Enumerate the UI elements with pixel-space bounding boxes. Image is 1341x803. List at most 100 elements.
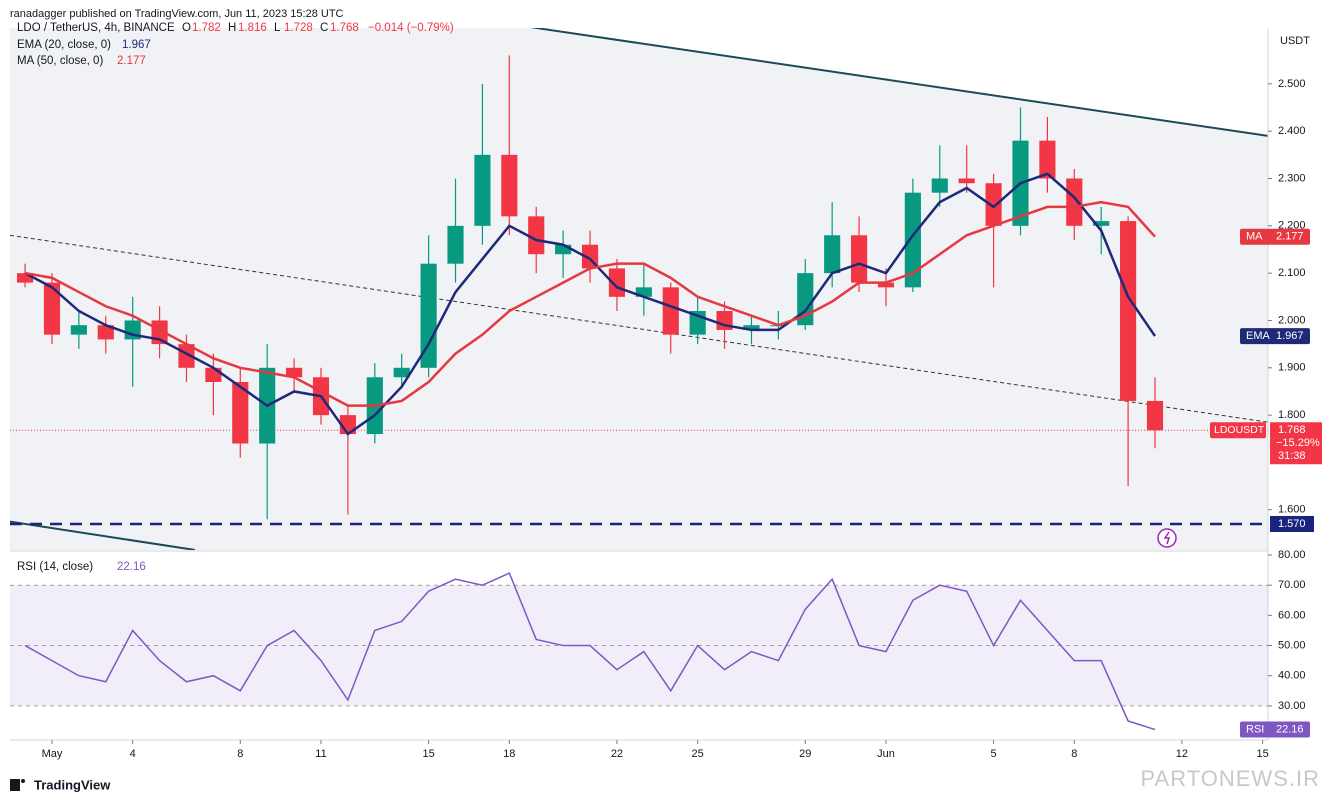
candle-body: [904, 192, 921, 288]
indicator-tag-value: 2.177: [1276, 231, 1304, 243]
rsi-tag-value: 22.16: [1276, 723, 1304, 735]
candle-body: [43, 282, 61, 335]
candle-body: [985, 183, 1002, 226]
brand-logo: [10, 779, 25, 791]
candle-body: [743, 325, 760, 330]
x-tick-label: 8: [237, 748, 243, 760]
y-tick-label: 1.800: [1278, 409, 1306, 421]
last-price-change: −15.29%: [1276, 437, 1320, 449]
candle-body: [501, 154, 518, 217]
x-tick-label: 15: [1256, 748, 1268, 760]
x-tick-label: 15: [422, 748, 434, 760]
y-tick-label: 2.100: [1278, 267, 1306, 279]
x-tick-label: 25: [692, 748, 704, 760]
x-tick-label: Jun: [877, 748, 895, 760]
candle-body: [70, 325, 87, 335]
ohlc-value: 1.782: [192, 22, 221, 34]
rsi-y-tick-label: 70.00: [1278, 579, 1306, 591]
last-price-countdown: 31:38: [1278, 450, 1306, 462]
midline-trendline: [10, 234, 1268, 423]
ohlc-key: L: [274, 22, 281, 34]
candle-body: [1039, 140, 1056, 179]
brand: TradingView: [34, 777, 111, 792]
candle-body: [286, 367, 303, 378]
rsi-tag: [1240, 721, 1310, 738]
candle-body: [474, 154, 491, 226]
candle-body: [931, 178, 948, 193]
candle-body: [232, 381, 249, 444]
last-price-value: 1.768: [1278, 424, 1306, 436]
x-tick-label: 18: [503, 748, 515, 760]
last-price-tag: [1270, 422, 1322, 465]
candle-body: [393, 367, 410, 378]
axis-unit: USDT: [1280, 35, 1310, 47]
last-price-symbol: LDOUSDT: [1214, 424, 1265, 436]
candle-body: [1120, 221, 1137, 401]
y-tick-label: 2.300: [1278, 172, 1306, 184]
candle-body: [797, 273, 814, 326]
trendline: [529, 28, 1268, 137]
logo-part: [21, 779, 25, 783]
candle-body: [850, 235, 868, 283]
ohlc-value: 1.728: [284, 22, 313, 34]
rsi-legend-value: 22.16: [117, 561, 146, 573]
support-tag: [1270, 515, 1314, 532]
last-price-symbol-tag: [1210, 422, 1266, 439]
candle-body: [877, 282, 895, 288]
ohlc-change: −0.014 (−0.79%): [368, 22, 454, 34]
candle-body: [662, 287, 679, 335]
indicator-line: [24, 200, 1156, 407]
rsi-y-tick-label: 50.00: [1278, 639, 1306, 651]
y-tick-label: 2.500: [1278, 78, 1306, 90]
indicator-tag-name: MA: [1246, 231, 1263, 243]
price-pane: [10, 28, 1268, 550]
candle-body: [97, 325, 114, 340]
candle-body: [447, 225, 464, 264]
y-tick-label: 2.000: [1278, 314, 1306, 326]
x-tick-label: 29: [799, 748, 811, 760]
trendline: [10, 520, 196, 550]
x-tick-label: May: [42, 748, 63, 760]
symbol-title: LDO / TetherUS, 4h, BINANCE: [17, 22, 175, 34]
legend-value: 2.177: [117, 55, 146, 67]
candle-body: [528, 216, 545, 255]
rsi-y-tick-label: 30.00: [1278, 700, 1306, 712]
support-tag-label: 1.570: [1278, 518, 1306, 530]
logo-part: [10, 779, 20, 791]
legend-name: EMA (20, close, 0): [17, 39, 111, 51]
candle-body: [824, 235, 841, 274]
candle-body: [1066, 178, 1083, 226]
y-tick-label: 1.600: [1278, 504, 1306, 516]
y-tick-label: 2.400: [1278, 125, 1306, 137]
x-tick-label: 5: [991, 748, 997, 760]
watermark: PARTONEWS.IR: [1141, 766, 1320, 791]
candle-body: [1146, 400, 1164, 431]
rsi-legend-name: RSI (14, close): [17, 561, 93, 573]
x-tick-label: 4: [130, 748, 136, 760]
x-tick-label: 8: [1071, 748, 1077, 760]
candle-body: [555, 244, 572, 255]
ohlc-value: 1.768: [330, 22, 359, 34]
rsi-y-tick-label: 80.00: [1278, 549, 1306, 561]
candle-body: [635, 287, 652, 297]
candle-body: [420, 263, 437, 368]
rsi-line: [24, 572, 1156, 731]
candle-body: [205, 367, 222, 382]
legend-value: 1.967: [122, 39, 151, 51]
indicator-tag-value: 1.967: [1276, 330, 1304, 342]
rsi-band: [10, 585, 1268, 706]
indicator-tag-name: EMA: [1246, 330, 1271, 342]
indicator-tag: [1240, 228, 1310, 245]
event-icon-bolt: [1163, 531, 1171, 545]
ohlc-key: H: [228, 22, 236, 34]
rsi-tag-name: RSI: [1246, 723, 1264, 735]
ohlc-key: C: [320, 22, 328, 34]
indicator-line: [24, 172, 1157, 436]
ohlc-key: O: [182, 22, 191, 34]
x-tick-label: 12: [1176, 748, 1188, 760]
indicator-tag: [1240, 328, 1310, 345]
candle-body: [958, 178, 975, 184]
legend-name: MA (50, close, 0): [17, 55, 103, 67]
y-tick-label: 1.900: [1278, 362, 1306, 374]
